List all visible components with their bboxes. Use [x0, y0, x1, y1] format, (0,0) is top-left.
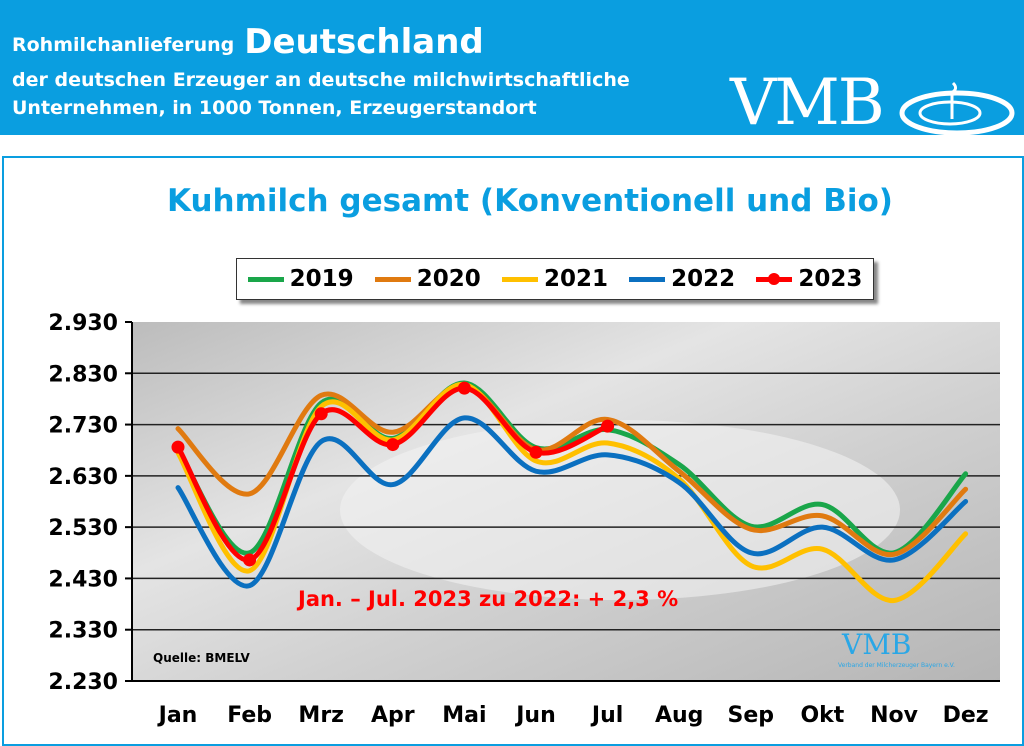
legend-label: 2019	[289, 266, 354, 292]
x-tick-label: Apr	[371, 703, 415, 728]
header-line2: der deutschen Erzeuger an deutsche milch…	[12, 69, 630, 91]
legend-item-2020: 2020	[374, 266, 481, 292]
header-subtitle: der deutschen Erzeuger an deutsche milch…	[12, 66, 630, 122]
legend-item-2019: 2019	[247, 266, 354, 292]
watermark-subtitle: Verband der Milcherzeuger Bayern e.V.	[838, 662, 955, 669]
y-tick-label: 2.630	[48, 465, 118, 490]
legend-line-icon	[629, 276, 666, 282]
legend-line-icon	[756, 272, 793, 285]
x-tick-label: Aug	[655, 703, 703, 728]
x-tick-label: Mai	[442, 703, 486, 728]
data-point-2023	[171, 440, 185, 454]
legend-label: 2020	[416, 266, 481, 292]
legend-item-2023: 2023	[756, 266, 862, 292]
header-country: Deutschland	[244, 22, 484, 62]
data-point-2023	[243, 553, 257, 567]
chart-title: Kuhmilch gesamt (Konventionell und Bio)	[167, 183, 893, 219]
series-line-2020	[175, 383, 969, 557]
legend-line-icon	[501, 276, 538, 282]
y-tick-label: 2.330	[48, 619, 118, 644]
x-tick-label: Nov	[870, 703, 919, 728]
source-label: Quelle: BMELV	[153, 651, 250, 665]
x-tick-label: Sep	[728, 703, 775, 728]
vmb-logo: VMB	[730, 66, 885, 140]
data-point-2023	[601, 419, 615, 433]
y-tick-label: 2.430	[48, 567, 118, 592]
data-point-2023	[529, 445, 543, 459]
legend-item-2022: 2022	[629, 266, 735, 292]
x-tick-label: Jan	[157, 703, 198, 728]
y-tick-label: 2.930	[48, 311, 118, 336]
y-tick-label: 2.530	[48, 516, 118, 541]
watermark-logo: VMB	[842, 628, 912, 661]
y-tick-label: 2.830	[48, 362, 118, 387]
series-line-2022	[175, 415, 969, 589]
data-point-2023	[457, 381, 471, 395]
header-line3: Unternehmen, in 1000 Tonnen, Erzeugersta…	[12, 97, 537, 119]
annotation: Jan. – Jul. 2023 zu 2022: + 2,3 %	[298, 587, 679, 611]
legend-label: 2021	[543, 266, 608, 292]
data-point-2023	[386, 438, 400, 452]
y-tick-label: 2.230	[48, 670, 118, 695]
x-tick-label: Mrz	[298, 703, 344, 728]
legend-line-icon	[247, 276, 284, 282]
x-tick-label: Dez	[943, 703, 989, 728]
legend-label: 2022	[671, 266, 736, 292]
vmb-swirl-icon	[899, 81, 1015, 136]
legend-item-2021: 2021	[501, 266, 608, 292]
header-title: Rohmilchanlieferung Deutschland	[12, 22, 484, 62]
data-point-2023	[314, 407, 328, 421]
legend-line-icon	[374, 276, 411, 282]
x-tick-label: Okt	[800, 703, 844, 728]
x-tick-label: Jun	[514, 703, 556, 728]
legend-label: 2023	[798, 266, 863, 292]
header-banner: Rohmilchanlieferung Deutschland der deuts…	[0, 0, 1024, 140]
y-tick-label: 2.730	[48, 414, 118, 439]
legend: 2019 2020 2021 2022 2023	[236, 258, 874, 300]
x-tick-label: Jul	[590, 703, 623, 728]
header-prefix: Rohmilchanlieferung	[12, 34, 235, 56]
legend-marker-icon	[768, 272, 781, 285]
x-tick-label: Feb	[227, 703, 272, 728]
